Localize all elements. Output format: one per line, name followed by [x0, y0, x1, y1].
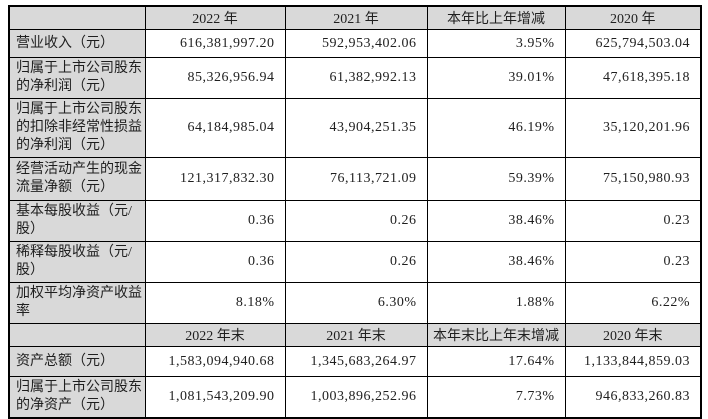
- cell-revenue-2020: 625,794,503.04: [564, 29, 702, 58]
- header-2021: 2021 年: [284, 5, 428, 30]
- table-header-annual: 2022 年 2021 年 本年比上年增减 2020 年: [8, 5, 702, 30]
- table-header-year-end: 2022 年末 2021 年末 本年末比上年末增减 2020 年末: [8, 323, 702, 347]
- cell-basic-eps-change: 38.46%: [426, 200, 566, 242]
- cell-basic-eps-2022: 0.36: [144, 200, 286, 242]
- cell-total-assets-change: 17.64%: [426, 346, 566, 377]
- cell-net-assets-change: 7.73%: [426, 376, 566, 419]
- table-row-deducted-net-profit: 归属于上市公司股东的扣除非经常性损益的净利润（元） 64,184,985.04 …: [8, 98, 702, 158]
- cell-revenue-2022: 616,381,997.20: [144, 29, 286, 58]
- cell-revenue-2021: 592,953,402.06: [284, 29, 428, 58]
- cell-operating-cash-flow-2021: 76,113,721.09: [284, 157, 428, 201]
- table-row-diluted-eps: 稀释每股收益（元/股） 0.36 0.26 38.46% 0.23: [8, 241, 702, 283]
- cell-total-assets-2020: 1,133,844,859.03: [564, 346, 702, 377]
- financial-indicators-table-wrap: 2022 年 2021 年 本年比上年增减 2020 年 营业收入（元） 616…: [8, 5, 702, 419]
- cell-deducted-net-profit-2021: 43,904,251.35: [284, 98, 428, 158]
- row-label-deducted-net-profit: 归属于上市公司股东的扣除非经常性损益的净利润（元）: [8, 98, 146, 158]
- row-label-basic-eps: 基本每股收益（元/股）: [8, 200, 146, 242]
- cell-basic-eps-2021: 0.26: [284, 200, 428, 242]
- cell-net-profit-2020: 47,618,395.18: [564, 57, 702, 99]
- header-2020: 2020 年: [564, 5, 702, 30]
- cell-net-profit-2021: 61,382,992.13: [284, 57, 428, 99]
- cell-total-assets-2021: 1,345,683,264.97: [284, 346, 428, 377]
- cell-diluted-eps-2021: 0.26: [284, 241, 428, 283]
- row-label-total-assets: 资产总额（元）: [8, 346, 146, 377]
- cell-net-assets-2020: 946,833,260.83: [564, 376, 702, 419]
- header-year-end-change: 本年末比上年末增减: [426, 323, 566, 347]
- table-row-basic-eps: 基本每股收益（元/股） 0.36 0.26 38.46% 0.23: [8, 200, 702, 242]
- cell-total-assets-2022: 1,583,094,940.68: [144, 346, 286, 377]
- cell-net-assets-2022: 1,081,543,209.90: [144, 376, 286, 419]
- row-label-revenue: 营业收入（元）: [8, 29, 146, 58]
- cell-net-profit-2022: 85,326,956.94: [144, 57, 286, 99]
- row-label-diluted-eps: 稀释每股收益（元/股）: [8, 241, 146, 283]
- table-row-total-assets: 资产总额（元） 1,583,094,940.68 1,345,683,264.9…: [8, 346, 702, 377]
- cell-net-assets-2021: 1,003,896,252.96: [284, 376, 428, 419]
- cell-deducted-net-profit-2020: 35,120,201.96: [564, 98, 702, 158]
- row-label-weighted-roe: 加权平均净资产收益率: [8, 282, 146, 324]
- row-label-net-assets: 归属于上市公司股东的净资产（元）: [8, 376, 146, 419]
- cell-basic-eps-2020: 0.23: [564, 200, 702, 242]
- table-row-operating-cash-flow: 经营活动产生的现金流量净额（元） 121,317,832.30 76,113,7…: [8, 157, 702, 201]
- cell-operating-cash-flow-2020: 75,150,980.93: [564, 157, 702, 201]
- cell-weighted-roe-2020: 6.22%: [564, 282, 702, 324]
- table-row-net-assets: 归属于上市公司股东的净资产（元） 1,081,543,209.90 1,003,…: [8, 376, 702, 419]
- header-2020-end: 2020 年末: [564, 323, 702, 347]
- cell-operating-cash-flow-change: 59.39%: [426, 157, 566, 201]
- header-2021-end: 2021 年末: [284, 323, 428, 347]
- table-row-weighted-roe: 加权平均净资产收益率 8.18% 6.30% 1.88% 6.22%: [8, 282, 702, 324]
- cell-diluted-eps-2022: 0.36: [144, 241, 286, 283]
- cell-deducted-net-profit-2022: 64,184,985.04: [144, 98, 286, 158]
- row-label-operating-cash-flow: 经营活动产生的现金流量净额（元）: [8, 157, 146, 201]
- header-yoy-change: 本年比上年增减: [426, 5, 566, 30]
- cell-weighted-roe-2022: 8.18%: [144, 282, 286, 324]
- table-row-net-profit: 归属于上市公司股东的净利润（元） 85,326,956.94 61,382,99…: [8, 57, 702, 99]
- cell-weighted-roe-2021: 6.30%: [284, 282, 428, 324]
- document-page: { "colors": { "header_bg": "#d9d9d9", "l…: [8, 5, 702, 419]
- cell-deducted-net-profit-change: 46.19%: [426, 98, 566, 158]
- header-blank-2: [8, 323, 146, 347]
- header-2022-end: 2022 年末: [144, 323, 286, 347]
- cell-weighted-roe-change: 1.88%: [426, 282, 566, 324]
- financial-indicators-table: 2022 年 2021 年 本年比上年增减 2020 年 营业收入（元） 616…: [8, 5, 702, 419]
- header-2022: 2022 年: [144, 5, 286, 30]
- cell-diluted-eps-2020: 0.23: [564, 241, 702, 283]
- cell-operating-cash-flow-2022: 121,317,832.30: [144, 157, 286, 201]
- cell-net-profit-change: 39.01%: [426, 57, 566, 99]
- cell-diluted-eps-change: 38.46%: [426, 241, 566, 283]
- cell-revenue-change: 3.95%: [426, 29, 566, 58]
- row-label-net-profit: 归属于上市公司股东的净利润（元）: [8, 57, 146, 99]
- table-row-revenue: 营业收入（元） 616,381,997.20 592,953,402.06 3.…: [8, 29, 702, 58]
- header-blank: [8, 5, 146, 30]
